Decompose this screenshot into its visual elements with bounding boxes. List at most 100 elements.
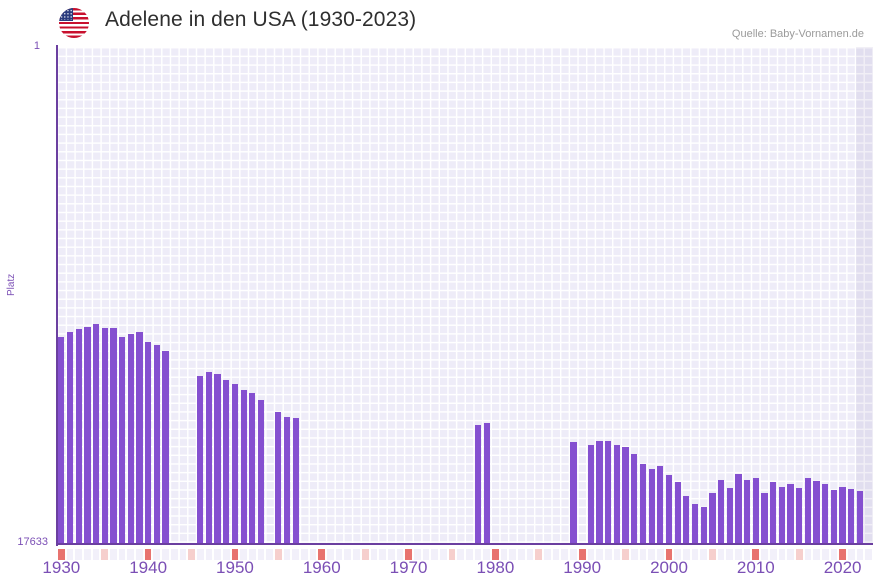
us-flag-icon [59, 8, 89, 38]
y-axis-title: Platz [6, 273, 17, 296]
y-axis-line [56, 45, 58, 546]
x-axis-tick [283, 549, 291, 560]
x-axis-tick [179, 549, 187, 560]
x-axis-tick [535, 549, 543, 560]
x-axis-tick [622, 549, 629, 560]
bar [84, 326, 91, 544]
x-axis-tick [309, 549, 317, 560]
bar [631, 453, 638, 544]
bar [665, 475, 673, 544]
x-axis-tick [110, 549, 117, 560]
x-axis-tick [153, 549, 161, 560]
x-axis-tick [674, 549, 681, 560]
x-axis-tick [761, 549, 768, 560]
x-axis-tick [683, 549, 690, 560]
bar [770, 482, 777, 544]
x-axis-tick [196, 549, 204, 560]
x-axis-tick [769, 549, 777, 560]
x-axis-tick [439, 549, 447, 560]
source-credit: Quelle: Baby-Vornamen.de [731, 28, 864, 40]
x-axis-tick [361, 549, 369, 560]
y-axis-tick-top: 1 [33, 40, 40, 52]
bar [483, 422, 490, 544]
x-axis-tick [552, 549, 560, 560]
bar [587, 445, 594, 544]
x-axis-tick [248, 549, 256, 560]
x-axis-tick [275, 549, 282, 560]
x-axis-tick [144, 549, 152, 560]
x-axis-label: 1940 [129, 558, 168, 577]
x-axis-tick [58, 549, 65, 560]
x-axis-tick [327, 549, 334, 560]
bar [214, 373, 221, 544]
bar [596, 441, 603, 544]
bar [700, 506, 707, 544]
x-axis-tick [66, 549, 74, 560]
bar [570, 441, 577, 544]
bar [110, 328, 117, 544]
x-axis-tick [84, 549, 91, 560]
page-title: Adelene in den USA (1930-2023) [105, 8, 417, 31]
x-axis-tick [457, 549, 464, 560]
x-axis-label: 2010 [736, 558, 775, 577]
bar [231, 384, 239, 544]
x-axis-tick [839, 549, 846, 560]
x-axis-tick [691, 549, 699, 560]
bar [605, 441, 612, 544]
bar [622, 447, 629, 544]
x-axis-tick [665, 549, 673, 560]
x-axis-label: 1950 [216, 558, 254, 577]
bar [66, 331, 74, 544]
x-axis-tick [726, 549, 734, 560]
x-axis-tick [743, 549, 751, 560]
x-axis-tick [118, 549, 126, 560]
x-axis-tick [344, 549, 352, 560]
x-axis-tick [865, 549, 872, 560]
x-axis-tick [804, 549, 812, 560]
bar [830, 490, 838, 544]
x-axis-tick [630, 549, 638, 560]
bar [283, 417, 291, 544]
x-axis-label: 1990 [563, 558, 602, 577]
x-axis-tick [492, 549, 499, 560]
x-axis-tick [240, 549, 247, 560]
bar [613, 444, 621, 544]
bar [292, 417, 299, 544]
x-axis-tick [483, 549, 491, 560]
bar [752, 477, 759, 544]
x-axis-label: 2020 [823, 558, 862, 577]
bar [162, 351, 169, 544]
bar [75, 328, 82, 544]
bar [92, 323, 100, 544]
x-axis-tick [717, 549, 725, 560]
x-axis-tick [188, 549, 195, 560]
x-axis-tick [301, 549, 308, 560]
x-axis-tick [413, 549, 421, 560]
x-axis-tick [509, 549, 517, 560]
bar [205, 372, 213, 544]
bar [726, 487, 733, 544]
x-axis-tick [127, 549, 135, 560]
bar [778, 486, 785, 544]
x-axis-tick [466, 549, 473, 560]
bar [474, 424, 482, 544]
bar [856, 491, 864, 544]
x-axis-tick [231, 549, 239, 560]
x-axis-tick [292, 549, 300, 560]
x-axis-label: 2000 [650, 558, 688, 577]
x-axis-tick [639, 549, 647, 560]
y-axis-tick-bottom: 17633 [17, 536, 48, 548]
x-axis-tick [787, 549, 794, 560]
x-axis-tick [561, 549, 569, 560]
bar [683, 495, 690, 544]
x-axis-tick [830, 549, 838, 560]
bar [804, 478, 812, 544]
bar [153, 344, 160, 544]
x-axis-tick [578, 549, 586, 560]
bar [197, 375, 204, 544]
bar [761, 493, 768, 544]
x-axis-tick [370, 549, 378, 560]
bar [639, 464, 647, 544]
x-axis-tick [387, 549, 395, 560]
bar [735, 474, 742, 544]
